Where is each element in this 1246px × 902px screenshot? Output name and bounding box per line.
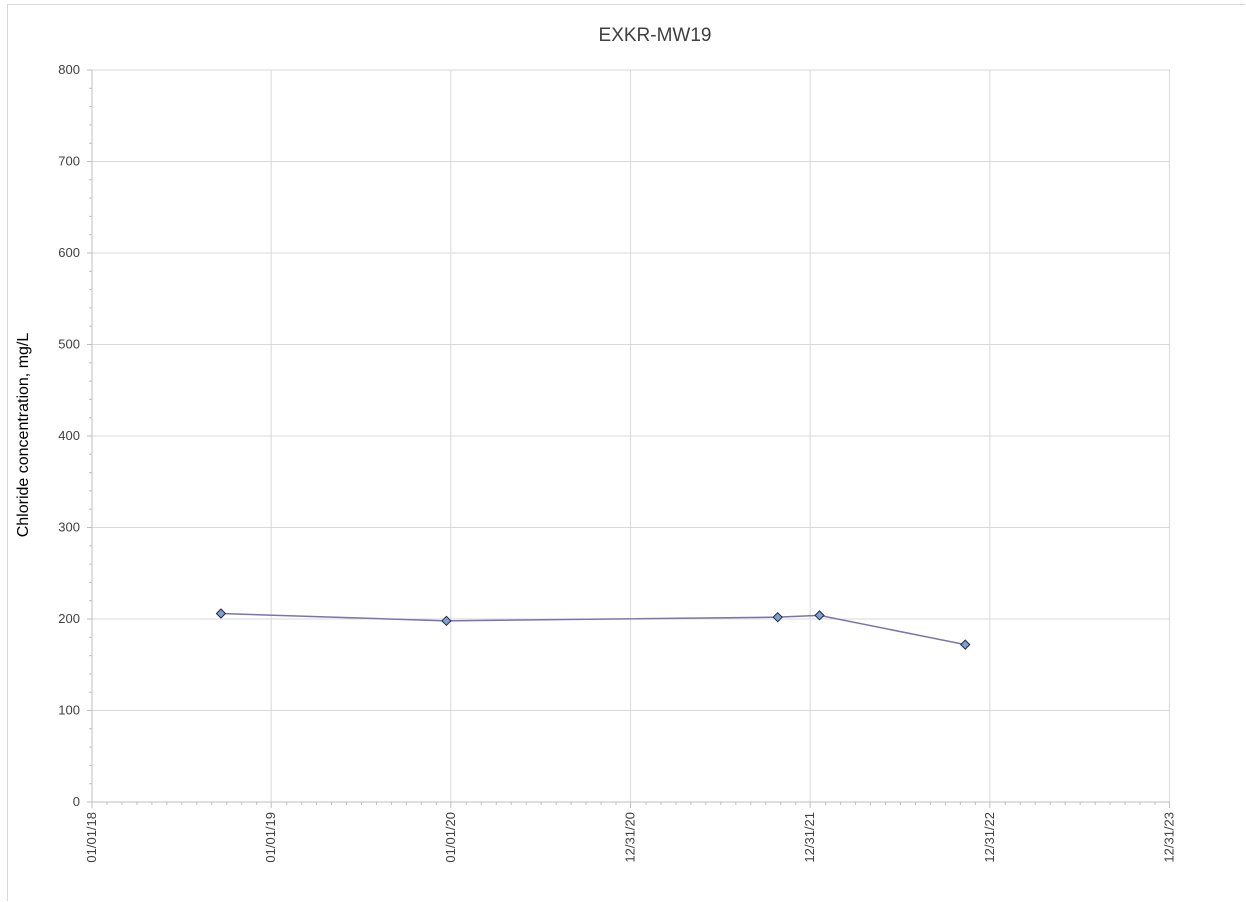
chart-frame bbox=[7, 4, 1245, 901]
y-tick-label: 800 bbox=[58, 62, 80, 77]
data-point-marker bbox=[772, 611, 783, 623]
x-tick-label: 01/01/18 bbox=[84, 812, 99, 863]
y-tick-label: 0 bbox=[73, 794, 80, 809]
x-tick-label: 12/31/21 bbox=[802, 812, 817, 863]
x-tick-label: 01/01/20 bbox=[443, 812, 458, 863]
tick-labels: 0 100 200 300 400 500 600 700 800 01/01/18 01/01/1… bbox=[58, 62, 1176, 863]
y-tick-label: 200 bbox=[58, 611, 80, 626]
data-point-marker bbox=[960, 639, 971, 650]
chart-title: EXKR-MW19 bbox=[599, 25, 712, 46]
axes bbox=[87, 69, 1171, 808]
y-axis-title: Chloride concentration, mg/L bbox=[15, 333, 32, 538]
y-tick-label: 500 bbox=[58, 337, 80, 352]
y-tick-label: 100 bbox=[58, 703, 80, 718]
series-line bbox=[220, 612, 966, 646]
data-point-marker bbox=[441, 615, 452, 627]
data-point-marker bbox=[814, 610, 825, 621]
x-tick-label: 12/31/23 bbox=[1162, 812, 1177, 863]
y-tick-label: 400 bbox=[58, 428, 80, 443]
gridlines bbox=[92, 69, 1171, 802]
x-tick-label: 01/01/19 bbox=[263, 812, 278, 863]
data-point-marker bbox=[215, 608, 227, 619]
y-tick-label: 300 bbox=[58, 520, 80, 535]
x-tick-label: 12/31/20 bbox=[623, 812, 638, 863]
data-series bbox=[215, 608, 971, 650]
y-tick-label: 700 bbox=[58, 154, 80, 169]
x-tick-label: 12/31/22 bbox=[982, 812, 997, 863]
y-tick-label: 600 bbox=[58, 245, 80, 260]
